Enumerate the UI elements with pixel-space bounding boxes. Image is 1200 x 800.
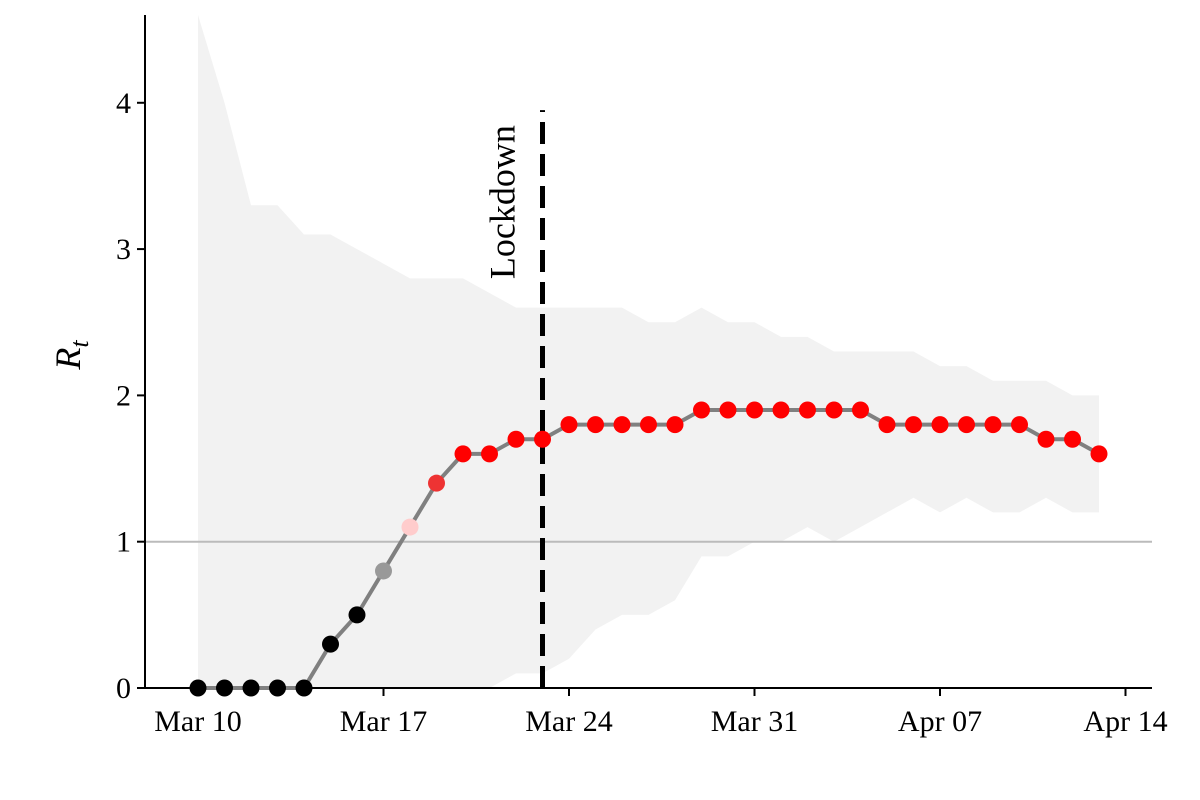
rt-point: [269, 679, 286, 697]
rt-point: [587, 416, 604, 434]
y-tick-label: 0: [116, 672, 131, 705]
credible-band: [198, 15, 1099, 688]
rt-point: [852, 401, 869, 419]
rt-point: [295, 679, 313, 697]
x-tick-label: Mar 24: [525, 705, 612, 738]
rt-point: [401, 518, 419, 536]
rt-point: [1011, 416, 1028, 434]
y-label-main: R: [48, 348, 88, 371]
rt-point: [905, 416, 922, 434]
rt-point: [958, 416, 975, 434]
rt-point: [454, 445, 472, 463]
rt-point: [931, 416, 949, 434]
x-tick-label: Mar 17: [340, 705, 427, 738]
rt-point: [746, 401, 763, 419]
rt-point: [666, 416, 684, 434]
rt-point: [772, 401, 790, 419]
rt-point: [878, 416, 896, 434]
y-tick-label: 1: [116, 526, 131, 559]
lockdown-label: Lockdown: [483, 125, 523, 279]
rt-point: [825, 401, 843, 419]
rt-point: [375, 562, 392, 580]
rt-point: [1037, 430, 1055, 448]
y-tick-label: 2: [116, 379, 131, 412]
rt-point: [322, 635, 339, 653]
rt-point: [428, 474, 445, 492]
y-axis-label: Rt: [48, 340, 94, 371]
x-tick-label: Apr 07: [898, 705, 982, 738]
rt-point: [613, 416, 631, 434]
rt-point: [799, 401, 816, 419]
rt-point: [481, 445, 498, 463]
y-tick-label: 4: [116, 87, 131, 120]
x-tick-label: Mar 10: [154, 705, 241, 738]
rt-point: [719, 401, 737, 419]
rt-point: [216, 679, 233, 697]
rt-point: [640, 416, 657, 434]
rt-point: [242, 679, 260, 697]
rt-point: [534, 430, 551, 448]
x-tick-label: Mar 31: [711, 705, 798, 738]
y-label-sub: t: [65, 340, 94, 348]
rt-point: [348, 606, 366, 624]
rt-point: [507, 430, 525, 448]
rt-point: [1064, 430, 1081, 448]
y-tick-label: 3: [116, 233, 131, 266]
rt-point: [984, 416, 1002, 434]
rt-point: [189, 679, 207, 697]
x-tick-label: Apr 14: [1083, 705, 1167, 738]
rt-point: [693, 401, 710, 419]
rt-point: [560, 416, 578, 434]
rt-point: [1090, 445, 1108, 463]
